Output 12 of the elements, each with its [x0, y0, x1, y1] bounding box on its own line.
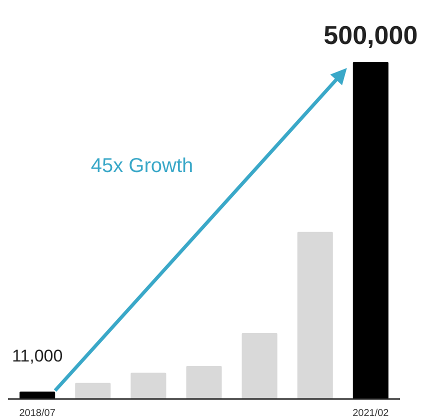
bar: [20, 392, 56, 399]
x-tick-label: 2021/02: [352, 408, 390, 419]
bar: [186, 366, 222, 399]
bar: [297, 232, 333, 399]
bar: [75, 382, 111, 399]
data-label: 11,000: [12, 346, 63, 366]
data-label: 500,000: [324, 20, 418, 50]
x-tick-label: 2018/07: [19, 408, 56, 419]
bar: [130, 372, 166, 399]
bar: [352, 62, 388, 399]
bar: [242, 332, 278, 399]
annotation: 45x Growth: [90, 155, 194, 177]
